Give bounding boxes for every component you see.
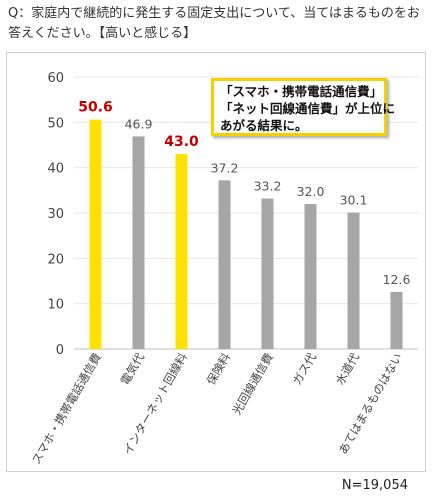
y-tick-label: 60 xyxy=(47,71,64,86)
data-label: 50.6 xyxy=(78,100,113,116)
y-tick-label: 30 xyxy=(47,207,64,222)
x-tick-label: 光回線通信費 xyxy=(229,351,276,418)
y-tick-label: 20 xyxy=(47,252,64,267)
bar xyxy=(347,212,360,349)
bar xyxy=(218,180,231,349)
bar xyxy=(132,136,145,349)
data-label: 30.1 xyxy=(340,193,368,208)
data-label: 32.0 xyxy=(297,184,325,199)
callout-line-3: あがる結果に。 xyxy=(220,118,308,133)
bar xyxy=(304,203,317,349)
y-tick-label: 40 xyxy=(47,162,64,177)
x-tick-label: 水道代 xyxy=(333,350,363,387)
x-tick-label: スマホ・携帯電話通信費 xyxy=(29,351,104,467)
callout-line-2: 「ネット回線通信費」が上位に xyxy=(220,101,396,116)
callout-line-1: 「スマホ・携帯電話通信費」 xyxy=(220,84,383,99)
y-tick-label: 0 xyxy=(56,343,64,358)
data-label: 46.9 xyxy=(125,116,153,131)
data-label: 37.2 xyxy=(211,160,239,175)
bar xyxy=(390,291,403,349)
x-tick-label: 保険料 xyxy=(204,350,234,387)
question-text: Q：家庭内で継続的に発生する固定支出について、当てはまるものをお答えください。【… xyxy=(8,6,420,41)
bar xyxy=(261,198,274,349)
callout-box: 「スマホ・携帯電話通信費」 「ネット回線通信費」が上位に あがる結果に。 xyxy=(211,78,396,136)
y-tick-label: 10 xyxy=(47,298,64,313)
data-label: 12.6 xyxy=(383,272,411,287)
x-tick-label: 電気代 xyxy=(118,350,148,387)
bar xyxy=(175,154,188,349)
sample-size-label: N=19,054 xyxy=(341,478,408,493)
data-label: 33.2 xyxy=(254,178,282,193)
y-tick-label: 50 xyxy=(47,116,64,131)
bar xyxy=(89,119,102,349)
x-tick-label: ガス代 xyxy=(290,350,320,387)
data-label: 43.0 xyxy=(164,134,199,150)
